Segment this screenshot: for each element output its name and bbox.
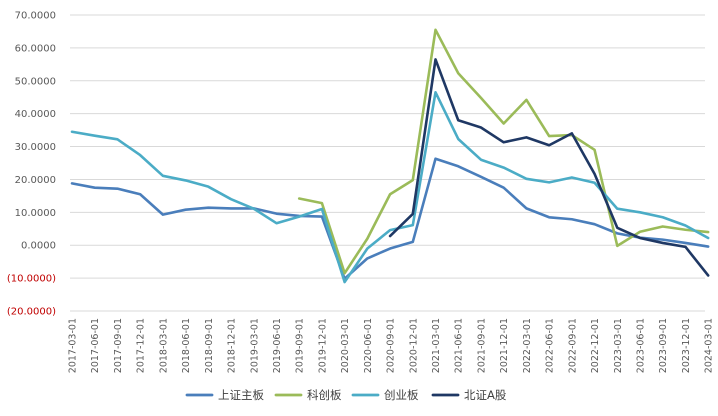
series-line-1 xyxy=(297,28,710,275)
legend-label-2: 创业板 xyxy=(384,388,419,402)
x-tick-label: 2018-03-01 xyxy=(158,318,169,373)
x-tick-label: 2022-03-01 xyxy=(522,318,533,373)
y-tick-label: 60.0000 xyxy=(15,43,56,54)
x-tick-label: 2020-06-01 xyxy=(363,318,374,373)
x-tick-label: 2019-09-01 xyxy=(295,318,306,373)
x-tick-label: 2023-12-01 xyxy=(681,318,692,373)
legend: 上证主板 科创板 创业板 北证A股 xyxy=(185,388,507,402)
x-tick-label: 2023-03-01 xyxy=(613,318,624,373)
series-line-2 xyxy=(70,90,710,284)
y-tick-label: (20.0000) xyxy=(7,307,56,318)
x-tick-label: 2023-09-01 xyxy=(658,318,669,373)
x-tick-label: 2017-03-01 xyxy=(68,318,79,373)
x-tick-label: 2017-12-01 xyxy=(136,318,147,373)
x-tick-label: 2021-12-01 xyxy=(499,318,510,373)
x-tick-label: 2024-03-01 xyxy=(704,318,715,373)
y-tick-label: 0.0000 xyxy=(21,241,56,252)
x-tick-label: 2019-06-01 xyxy=(272,318,283,373)
gridlines xyxy=(70,14,705,312)
x-tick-label: 2021-06-01 xyxy=(454,318,465,373)
series-lines xyxy=(70,28,710,284)
y-axis-tick-labels: (20.0000) (10.0000) 0.0000 10.0000 20.0000 30… xyxy=(7,11,56,318)
x-axis-tick-labels: 2017-03-01 2017-06-01 2017-09-01 2017-12-01… xyxy=(68,318,715,373)
x-tick-label: 2018-09-01 xyxy=(204,318,215,373)
x-tick-label: 2021-09-01 xyxy=(476,318,487,373)
x-tick-label: 2017-06-01 xyxy=(90,318,101,373)
x-tick-label: 2021-03-01 xyxy=(431,318,442,373)
y-tick-label: 40.0000 xyxy=(15,109,56,120)
legend-label-3: 北证A股 xyxy=(464,388,507,402)
y-tick-label: (10.0000) xyxy=(7,274,56,285)
x-tick-label: 2020-09-01 xyxy=(386,318,397,373)
x-tick-label: 2022-06-01 xyxy=(545,318,556,373)
x-tick-label: 2023-06-01 xyxy=(636,318,647,373)
x-tick-label: 2018-06-01 xyxy=(181,318,192,373)
legend-label-1: 科创板 xyxy=(307,388,342,402)
x-tick-label: 2018-12-01 xyxy=(227,318,238,373)
y-tick-label: 20.0000 xyxy=(15,175,56,186)
y-tick-label: 30.0000 xyxy=(15,142,56,153)
y-tick-label: 10.0000 xyxy=(15,208,56,219)
x-tick-label: 2020-12-01 xyxy=(408,318,419,373)
legend-label-0: 上证主板 xyxy=(218,388,264,402)
y-tick-label: 70.0000 xyxy=(15,11,56,22)
x-tick-label: 2022-12-01 xyxy=(590,318,601,373)
x-tick-label: 2019-12-01 xyxy=(317,318,328,373)
y-tick-label: 50.0000 xyxy=(15,76,56,87)
series-line-0 xyxy=(70,157,710,281)
x-tick-label: 2022-09-01 xyxy=(567,318,578,373)
x-tick-label: 2019-03-01 xyxy=(249,318,260,373)
x-tick-label: 2020-03-01 xyxy=(340,318,351,373)
x-tick-label: 2017-09-01 xyxy=(113,318,124,373)
series-line-3 xyxy=(388,58,710,277)
